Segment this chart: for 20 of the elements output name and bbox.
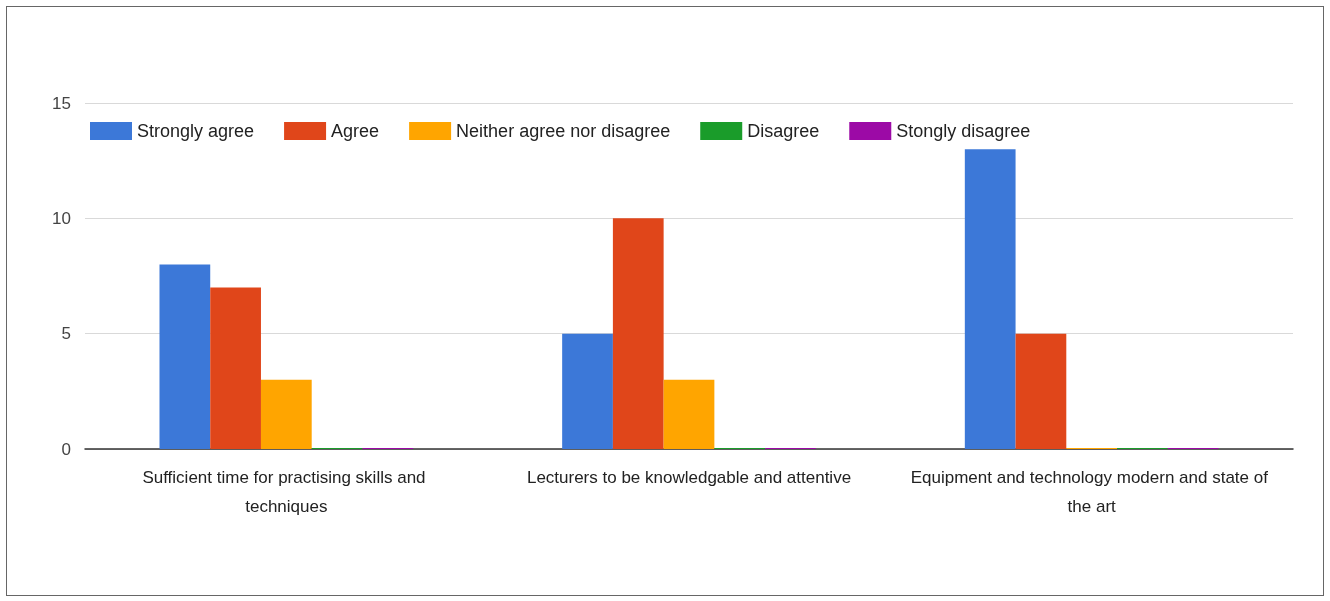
bar — [562, 333, 613, 449]
bar — [159, 264, 211, 449]
bar — [663, 379, 715, 449]
bar — [1015, 333, 1067, 449]
legend-label: Stongly disagree — [896, 121, 1031, 141]
legend-label: Agree — [331, 121, 380, 141]
y-tick-label: 10 — [52, 208, 71, 228]
legend-label: Strongly agree — [137, 121, 255, 141]
x-tick-label: Sufficient time for practising skills and techniques — [142, 468, 431, 516]
legend-label: Neither agree nor disagree — [456, 121, 671, 141]
y-tick-label: 15 — [52, 93, 71, 113]
bar — [964, 149, 1016, 449]
y-tick-label: 5 — [61, 324, 71, 344]
bar — [210, 287, 261, 449]
legend-label: Disagree — [747, 121, 820, 141]
bar — [260, 379, 312, 449]
x-tick-label: Equipment and technology modern and state of the art — [910, 468, 1273, 516]
x-tick-label: Lecturers to be knowledgable and attentive — [526, 468, 852, 487]
bar — [612, 218, 664, 449]
y-tick-label: 0 — [61, 439, 71, 459]
